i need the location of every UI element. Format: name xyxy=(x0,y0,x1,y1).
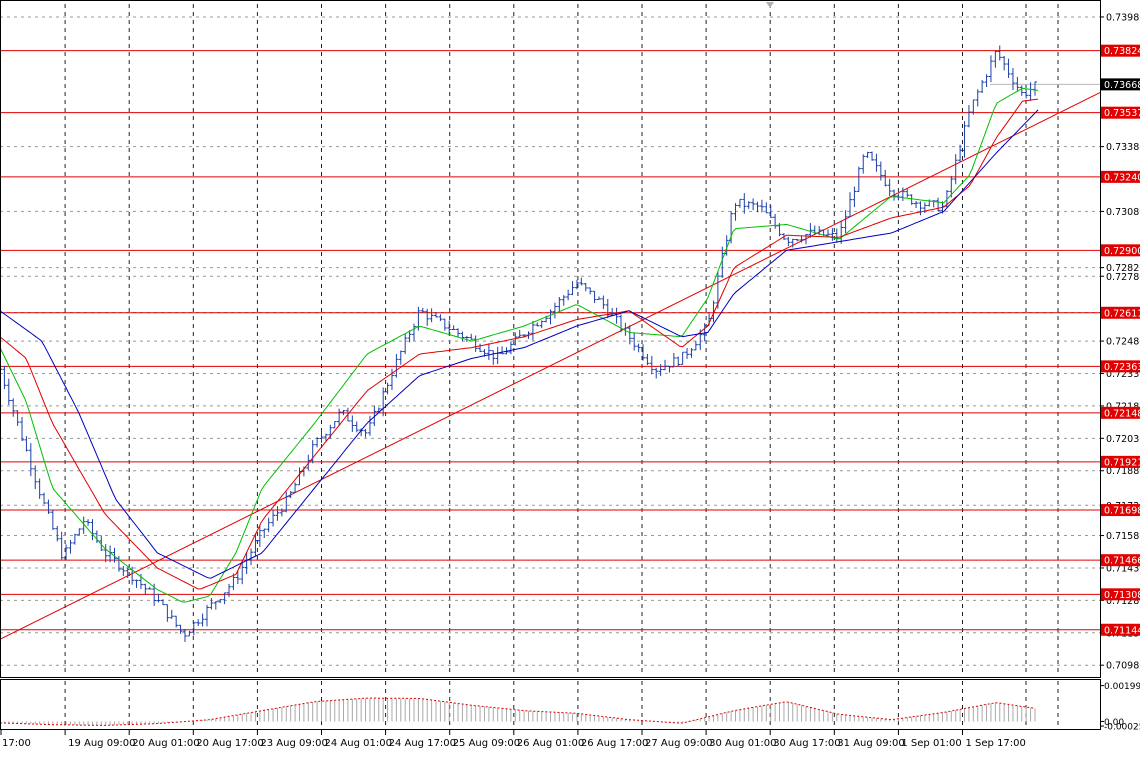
moving-average-line-3 xyxy=(0,109,1039,579)
level-price-tag xyxy=(1101,306,1140,319)
time-tick-label: 20 Aug 01:00 xyxy=(132,738,199,749)
oscillator-signal-line xyxy=(0,697,1036,726)
level-price-tag xyxy=(1101,504,1140,517)
moving-average-line-1 xyxy=(0,87,1039,603)
level-price-tag xyxy=(1101,455,1140,468)
oscillator-tick-label: -0.000256 xyxy=(1104,723,1140,733)
level-price-label: 0.72148 xyxy=(1104,408,1140,419)
time-tick-label: 20 Aug 17:00 xyxy=(196,738,263,749)
time-tick-label: 24 Aug 01:00 xyxy=(325,738,392,749)
price-bars xyxy=(0,45,1037,642)
trendline xyxy=(0,92,1101,640)
time-tick-label: 31 Aug 09:00 xyxy=(837,738,904,749)
level-price-label: 0.72900 xyxy=(1104,246,1140,257)
time-tick-label: 30 Aug 01:00 xyxy=(709,738,776,749)
level-price-label: 0.73537 xyxy=(1104,108,1140,119)
oscillator-panel xyxy=(0,697,1036,726)
trendline-layer xyxy=(0,92,1101,640)
level-price-label: 0.71466 xyxy=(1104,556,1140,567)
time-tick-label: 30 Aug 17:00 xyxy=(773,738,840,749)
level-price-tag xyxy=(1101,588,1140,601)
level-price-label: 0.71698 xyxy=(1104,506,1140,517)
chart-frame xyxy=(0,0,1101,730)
time-tick-label: 27 Aug 09:00 xyxy=(645,738,712,749)
level-price-tag xyxy=(1101,406,1140,419)
time-tick-label: 1 Sep 01:00 xyxy=(901,738,961,749)
level-price-label: 0.72363 xyxy=(1104,362,1140,373)
oscillator-tick-label: 0.001994 xyxy=(1104,682,1140,692)
oscillator-panel-border xyxy=(0,679,1101,730)
time-tick-label: 26 Aug 01:00 xyxy=(517,738,584,749)
level-price-label: 0.71308 xyxy=(1104,590,1140,601)
oscillator-tick-label: 0.00 xyxy=(1104,718,1124,728)
time-tick-label: 25 Aug 09:00 xyxy=(453,738,520,749)
moving-average-line-2 xyxy=(0,98,1039,590)
time-tick-label: 26 Aug 17:00 xyxy=(581,738,648,749)
time-tick-label: 1 Sep 17:00 xyxy=(966,738,1026,749)
main-panel-border xyxy=(0,0,1101,678)
time-tick-label: 23 Aug 09:00 xyxy=(260,738,327,749)
level-price-label: 0.72611 xyxy=(1104,308,1140,319)
current-price-tag xyxy=(1101,78,1140,91)
level-price-label: 0.71144 xyxy=(1104,625,1140,636)
level-price-tag xyxy=(1101,554,1140,567)
level-price-label: 0.73240 xyxy=(1104,172,1140,183)
level-price-label: 0.71921 xyxy=(1104,457,1140,468)
level-price-label: 0.73824 xyxy=(1104,46,1140,57)
level-price-tag xyxy=(1101,44,1140,57)
level-price-tag xyxy=(1101,244,1140,257)
level-price-tag xyxy=(1101,170,1140,183)
level-price-tag xyxy=(1101,623,1140,636)
oscillator-axis: 0.001994 0.00-0.000256 xyxy=(1100,682,1140,733)
time-tick-label: 19 Aug 09:00 xyxy=(68,738,135,749)
chart-shift-marker xyxy=(766,2,774,8)
time-tick-label: 17:00 xyxy=(2,738,31,749)
horizontal-levels xyxy=(0,50,1100,631)
level-price-tag xyxy=(1101,360,1140,373)
level-price-tag xyxy=(1101,106,1140,119)
time-tick-label: 24 Aug 17:00 xyxy=(389,738,456,749)
current-price-label: 0.73668 xyxy=(1104,80,1140,91)
moving-averages xyxy=(0,87,1039,603)
